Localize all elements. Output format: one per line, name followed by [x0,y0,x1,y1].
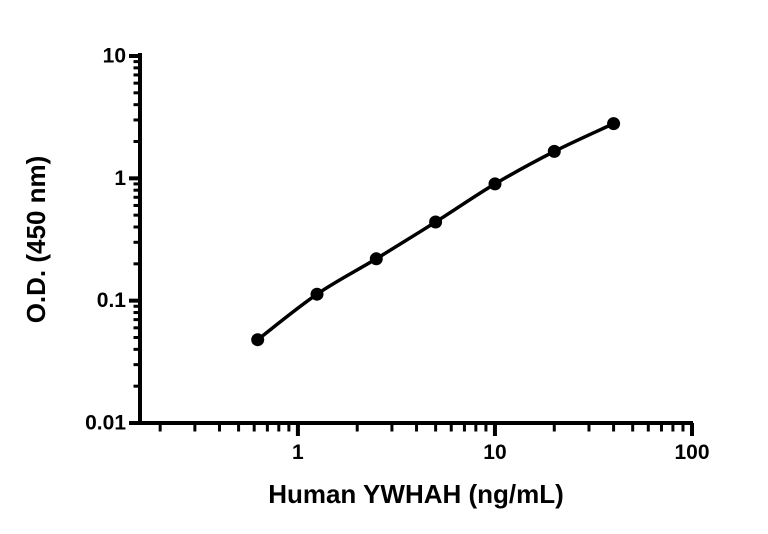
x-axis-title: Human YWHAH (ng/mL) [268,479,564,509]
data-point-1.25 [310,287,324,301]
standard-curve-line [255,121,616,342]
data-point-2.5 [369,252,383,266]
y-tick-label: 0.01 [85,412,126,435]
y-axis-title: O.D. (450 nm) [21,156,51,324]
data-point-20 [547,144,561,158]
y-tick-label: 1 [114,167,126,190]
y-tick-label: 0.1 [97,289,127,312]
data-point-5 [429,215,443,229]
x-tick-label: 1 [292,441,304,464]
data-point-10 [488,177,502,191]
x-tick-label: 10 [483,441,506,464]
y-tick-label: 10 [103,45,126,68]
data-point-40 [607,117,621,131]
x-tick-label: 100 [674,441,709,464]
data-point-0.625 [251,333,265,347]
